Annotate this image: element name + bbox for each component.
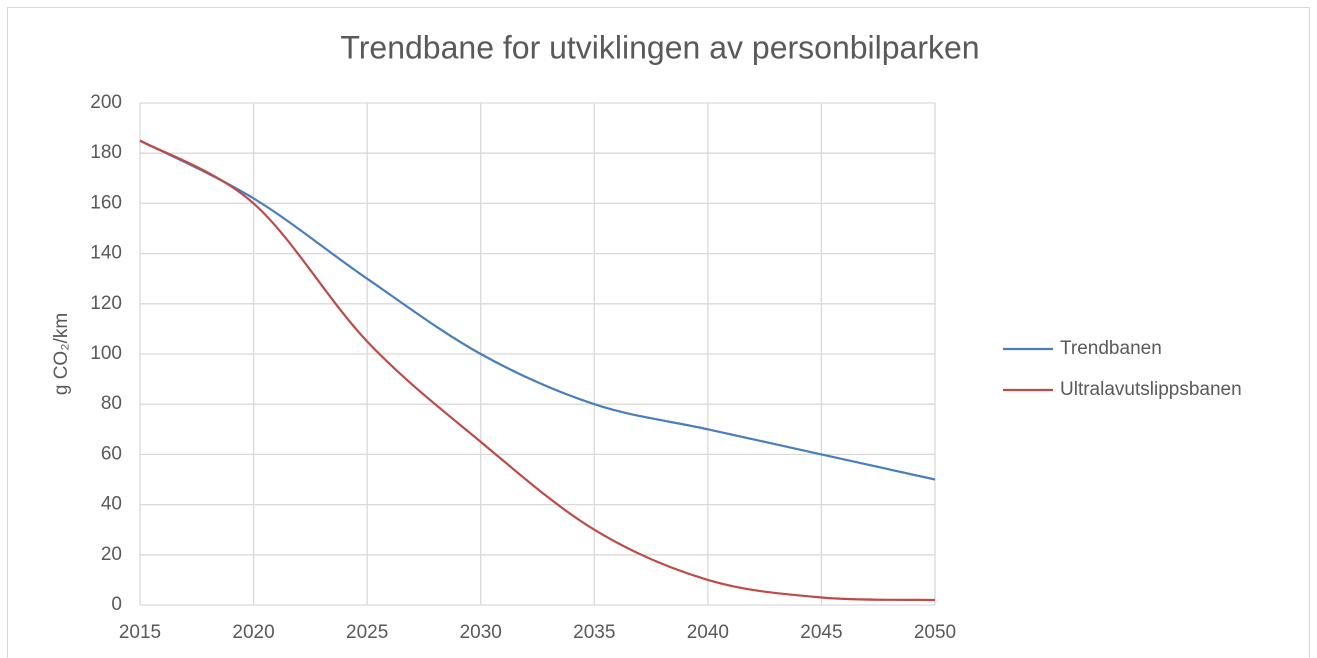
series-line: [139, 139, 936, 602]
y-tick-label: 180: [90, 142, 122, 163]
x-tick-label: 2030: [460, 622, 502, 643]
x-tick-label: 2050: [914, 622, 956, 643]
chart-frame: [7, 7, 1310, 658]
legend-label: Ultralavutslippsbanen: [1060, 379, 1242, 400]
x-tick-label: 2035: [573, 622, 615, 643]
x-tick-label: 2045: [800, 622, 842, 643]
y-tick-label: 0: [111, 594, 122, 615]
series-line: [139, 139, 936, 481]
chart-title: Trendbane for utviklingen av personbilpa…: [340, 29, 979, 65]
y-tick-label: 40: [101, 494, 122, 515]
y-tick-label: 20: [101, 544, 122, 565]
y-axis-label: g CO₂/km: [51, 313, 72, 395]
y-tick-label: 160: [90, 192, 122, 213]
y-tick-label: 120: [90, 293, 122, 314]
y-tick-label: 60: [101, 443, 122, 464]
legend-label: Trendbanen: [1060, 338, 1162, 359]
y-tick-label: 140: [90, 243, 122, 264]
y-tick-label: 100: [90, 343, 122, 364]
y-tick-label: 200: [90, 92, 122, 113]
x-tick-label: 2040: [687, 622, 729, 643]
x-tick-label: 2020: [232, 622, 274, 643]
x-tick-label: 2025: [346, 622, 388, 643]
y-tick-label: 80: [101, 393, 122, 414]
x-tick-label: 2015: [119, 622, 161, 643]
